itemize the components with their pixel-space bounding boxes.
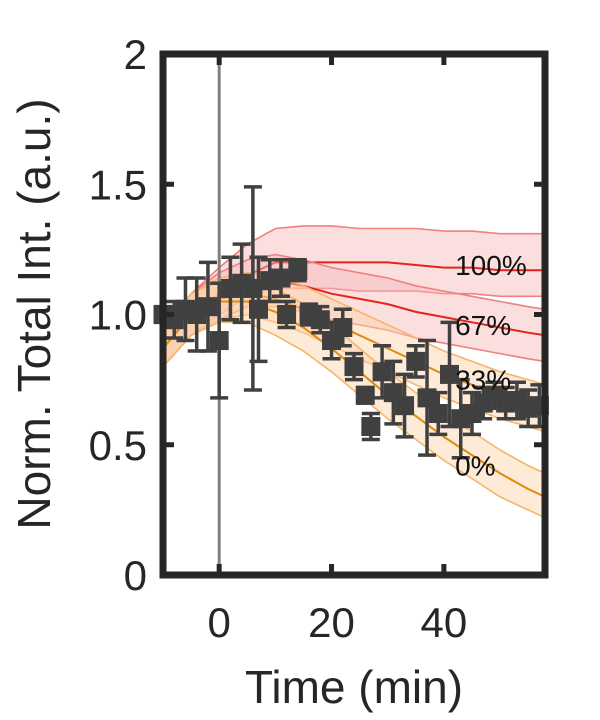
square-marker bbox=[209, 331, 229, 351]
data-points bbox=[153, 185, 549, 460]
x-tick-label: 40 bbox=[421, 599, 468, 646]
y-tick-label: 1.0 bbox=[89, 292, 147, 339]
x-axis-title: Time (min) bbox=[245, 661, 463, 713]
square-marker bbox=[333, 318, 353, 338]
square-marker bbox=[344, 357, 364, 377]
square-marker bbox=[355, 385, 375, 405]
band-upper-edge bbox=[163, 253, 545, 331]
square-marker bbox=[428, 403, 448, 423]
y-tick-label: 2 bbox=[124, 31, 147, 78]
band-lower-edge bbox=[163, 305, 545, 368]
data-point bbox=[428, 390, 448, 437]
x-tick-label: 0 bbox=[207, 599, 230, 646]
square-marker bbox=[310, 310, 330, 330]
band-label: 67% bbox=[455, 310, 511, 341]
data-point bbox=[406, 344, 426, 379]
data-point bbox=[361, 411, 381, 442]
y-axis-title: Norm. Total Int. (a.u.) bbox=[8, 98, 60, 529]
square-marker bbox=[395, 396, 415, 416]
band-label: 0% bbox=[455, 451, 495, 482]
band-label: 100% bbox=[455, 250, 527, 281]
band-labels: 100% 67% 33% 0% bbox=[455, 250, 527, 482]
band-label: 33% bbox=[455, 365, 511, 396]
data-point bbox=[395, 372, 415, 439]
data-point bbox=[277, 299, 297, 330]
band-lower-edge bbox=[163, 287, 545, 368]
data-point bbox=[249, 255, 268, 364]
y-tick-label: 0.5 bbox=[89, 422, 147, 469]
square-marker bbox=[406, 351, 426, 371]
data-point bbox=[271, 258, 291, 299]
band-area bbox=[163, 280, 545, 518]
data-point bbox=[288, 258, 308, 283]
square-marker bbox=[277, 305, 297, 324]
data-point bbox=[198, 260, 218, 353]
data-point bbox=[310, 304, 330, 335]
square-marker bbox=[198, 297, 218, 317]
square-marker bbox=[271, 268, 291, 288]
data-point bbox=[372, 344, 392, 400]
axes: 00.51.01.520 20 40 bbox=[89, 31, 549, 646]
y-tick-label: 1.5 bbox=[89, 161, 147, 208]
data-point bbox=[333, 307, 353, 348]
square-marker bbox=[249, 299, 268, 319]
data-point bbox=[355, 385, 375, 405]
data-point bbox=[344, 351, 364, 382]
y-tick-label: 0 bbox=[124, 552, 147, 599]
band-upper-edge bbox=[163, 271, 545, 386]
square-marker bbox=[288, 260, 308, 280]
square-marker bbox=[361, 417, 381, 437]
square-marker bbox=[372, 362, 392, 382]
band-upper-edge bbox=[163, 225, 545, 331]
x-tick-label: 20 bbox=[308, 599, 355, 646]
